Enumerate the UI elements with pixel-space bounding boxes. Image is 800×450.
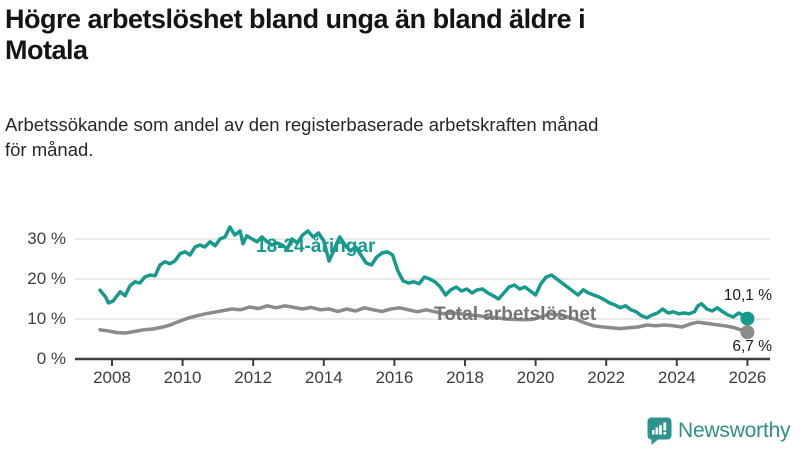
newsworthy-logo[interactable]: Newsworthy <box>647 416 791 446</box>
x-axis-label-2026: 2026 <box>728 368 767 387</box>
end-value-label-total: 6,7 % <box>732 338 772 355</box>
newsworthy-logo-icon <box>647 417 672 445</box>
x-axis-label-2010: 2010 <box>163 368 202 387</box>
y-axis-label-10: 10 % <box>27 309 66 328</box>
x-axis-label-2018: 2018 <box>446 368 484 387</box>
series-label-18-24-aringar: 18-24-åringar <box>256 236 376 257</box>
y-axis-label-20: 20 % <box>27 269 66 288</box>
x-axis-label-2024: 2024 <box>657 368 696 387</box>
series-end-dot-1 <box>740 325 755 340</box>
page-title: Högre arbetslöshet bland unga än bland ä… <box>5 4 586 66</box>
y-axis-label-30: 30 % <box>27 229 66 248</box>
x-axis-label-2016: 2016 <box>375 368 414 387</box>
page-subtitle: Arbetssökande som andel av den registerb… <box>5 114 599 160</box>
y-axis-label-0: 0 % <box>36 349 66 368</box>
newsworthy-logo-text: Newsworthy <box>678 419 791 442</box>
series-line-1 <box>98 304 750 335</box>
series-label-total-arbetsloshet: Total arbetslöshet <box>434 304 597 325</box>
x-axis-label-2020: 2020 <box>516 368 555 387</box>
series-end-dot-0 <box>740 311 755 326</box>
end-value-label-young: 10,1 % <box>723 287 772 304</box>
x-axis-label-2014: 2014 <box>304 368 343 387</box>
x-axis-label-2012: 2012 <box>234 368 273 387</box>
x-axis-label-2008: 2008 <box>93 368 131 387</box>
series-line-0 <box>98 225 750 321</box>
x-axis-label-2022: 2022 <box>587 368 626 387</box>
